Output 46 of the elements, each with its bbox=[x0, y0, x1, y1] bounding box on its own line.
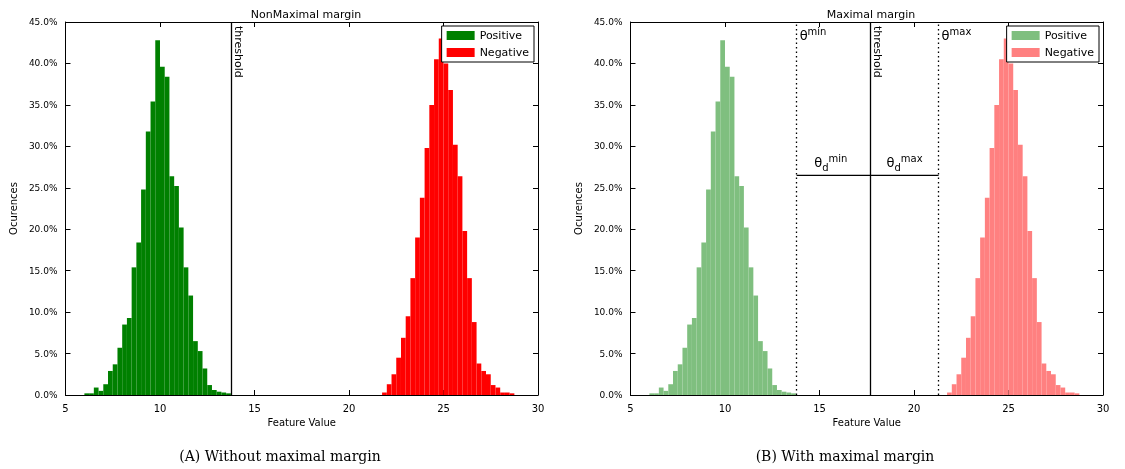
legend-label: Positive bbox=[1044, 29, 1088, 42]
x-tick-label: 10 bbox=[153, 402, 167, 414]
x-tick-label: 15 bbox=[248, 402, 261, 414]
y-tick-label: 5.0% bbox=[34, 348, 58, 359]
ref-line-label: threshold bbox=[232, 26, 246, 78]
y-tick-label: 20.0% bbox=[28, 224, 58, 235]
chart-title: Maximal margin bbox=[826, 8, 916, 21]
y-tick-label: 15.0% bbox=[593, 265, 623, 276]
x-tick-label: 15 bbox=[813, 402, 826, 414]
y-tick-label: 10.0% bbox=[28, 307, 58, 318]
y-tick-label: 0.0% bbox=[599, 390, 623, 400]
chart-title: NonMaximal margin bbox=[250, 8, 362, 21]
y-tick-label: 45.0% bbox=[593, 17, 623, 27]
y-tick-label: 15.0% bbox=[28, 265, 58, 276]
legend-label: Negative bbox=[479, 46, 530, 59]
y-axis-title: Ocurences bbox=[7, 182, 19, 235]
y-tick-label: 25.0% bbox=[593, 182, 623, 193]
y-tick-label: 35.0% bbox=[28, 99, 58, 110]
x-tick-label: 25 bbox=[437, 402, 450, 414]
x-axis-title: Feature Value bbox=[267, 417, 336, 429]
x-tick-label: 25 bbox=[1002, 402, 1015, 414]
y-tick-label: 0.0% bbox=[34, 390, 58, 400]
x-axis-title: Feature Value bbox=[832, 417, 901, 429]
y-tick-label: 20.0% bbox=[593, 224, 623, 235]
legend-label: Positive bbox=[479, 29, 523, 42]
x-tick-label: 10 bbox=[718, 402, 732, 414]
y-tick-label: 40.0% bbox=[593, 58, 623, 69]
x-tick-label: 30 bbox=[1096, 402, 1110, 414]
text: (B) With maximal margin bbox=[755, 448, 935, 464]
y-tick-label: 5.0% bbox=[599, 348, 623, 359]
y-axis-title: Ocurences bbox=[572, 182, 584, 235]
y-tick-label: 35.0% bbox=[593, 99, 623, 110]
text: (A) Without maximal margin bbox=[179, 448, 381, 464]
y-tick-label: 30.0% bbox=[28, 141, 58, 152]
y-tick-label: 45.0% bbox=[28, 17, 58, 27]
x-tick-label: 5 bbox=[62, 402, 69, 414]
y-tick-label: 40.0% bbox=[28, 58, 58, 69]
y-tick-label: 25.0% bbox=[28, 182, 58, 193]
y-tick-label: 10.0% bbox=[593, 307, 623, 318]
x-tick-label: 30 bbox=[531, 402, 545, 414]
x-tick-label: 20 bbox=[907, 402, 921, 414]
y-tick-label: 30.0% bbox=[593, 141, 623, 152]
legend-label: Negative bbox=[1044, 46, 1095, 59]
x-tick-label: 20 bbox=[342, 402, 356, 414]
ref-line-label: threshold bbox=[871, 26, 885, 78]
x-tick-label: 5 bbox=[627, 402, 634, 414]
